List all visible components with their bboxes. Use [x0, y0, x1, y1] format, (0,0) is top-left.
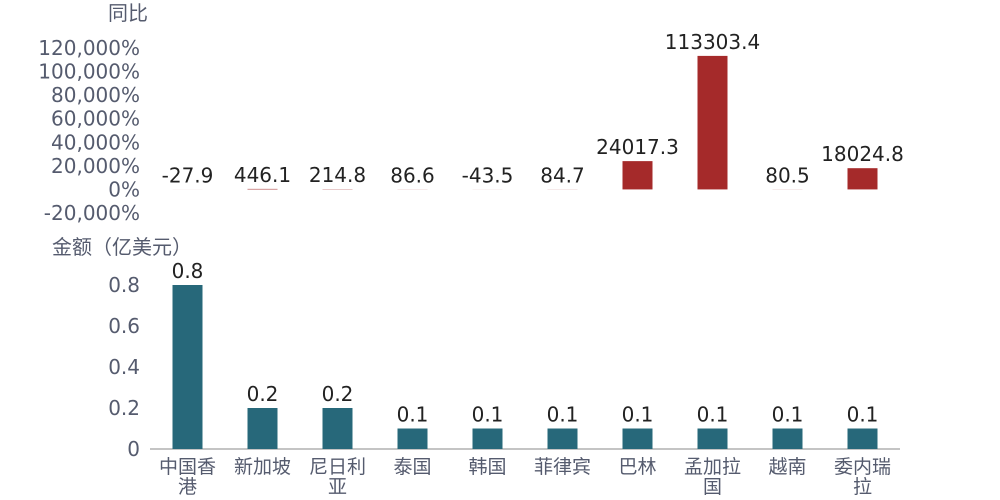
top-y-tick-label: -20,000%	[44, 201, 140, 225]
top-y-tick-label: 20,000%	[51, 154, 140, 178]
bottom-data-label: 0.1	[547, 403, 579, 427]
bottom-bars	[172, 285, 878, 449]
top-data-label: 80.5	[765, 163, 810, 187]
bottom-bar	[322, 408, 353, 449]
top-y-tick-label: 80,000%	[51, 83, 140, 107]
x-category-label: 国	[703, 476, 722, 498]
x-category-label: 泰国	[393, 456, 431, 478]
top-bar	[247, 188, 278, 190]
bottom-bar	[847, 428, 878, 449]
bottom-bar	[247, 408, 278, 449]
x-category-label: 委内瑞	[834, 456, 891, 478]
x-category-label: 新加坡	[234, 456, 291, 478]
top-data-label: 84.7	[540, 163, 585, 187]
top-data-label: 214.8	[309, 163, 366, 187]
bottom-bar	[397, 428, 428, 449]
bottom-data-label: 0.1	[697, 403, 729, 427]
x-category-label: 巴林	[618, 456, 656, 478]
bottom-y-axis: 0 0.2 0.4 0.6 0.8	[108, 273, 140, 461]
top-y-tick-label: 0%	[108, 177, 140, 201]
bottom-data-label: 0.8	[172, 259, 204, 283]
top-bar	[622, 161, 653, 190]
bottom-y-tick-label: 0.6	[108, 314, 140, 338]
bottom-data-label: 0.1	[847, 403, 879, 427]
bottom-bar	[772, 428, 803, 449]
x-category-label: 亚	[328, 476, 347, 498]
top-data-label: 86.6	[390, 163, 435, 187]
amount-panel: 金额（亿美元） 0 0.2 0.4 0.6 0.8 0.8 0.2 0.2 0.1 0.1 0.1…	[52, 235, 900, 498]
top-bars	[172, 55, 878, 190]
bottom-bar	[547, 428, 578, 449]
top-y-axis: -20,000%0%20,000%40,000%60,000%80,000%10…	[38, 36, 140, 225]
bottom-data-label: 0.1	[772, 403, 804, 427]
x-category-label: 拉	[853, 476, 872, 498]
bottom-y-tick-label: 0	[127, 437, 140, 461]
top-data-label: 113303.4	[665, 30, 760, 54]
top-data-label: 24017.3	[596, 135, 679, 159]
top-y-tick-label: 100,000%	[38, 60, 140, 84]
bottom-y-tick-label: 0.2	[108, 396, 140, 420]
bottom-data-label: 0.1	[472, 403, 504, 427]
top-data-labels: -27.9 446.1 214.8 86.6 -43.5 84.7 24017.3 11330…	[162, 30, 904, 188]
top-data-label: 18024.8	[821, 142, 904, 166]
x-category-label: 韩国	[468, 456, 506, 478]
top-y-tick-label: 40,000%	[51, 130, 140, 154]
growth-rate-panel: 同比 -20,000%0%20,000%40,000%60,000%80,000…	[38, 1, 904, 225]
bottom-y-tick-label: 0.8	[108, 273, 140, 297]
top-bar	[697, 55, 728, 190]
top-data-label: -27.9	[162, 163, 214, 187]
bottom-y-axis-title: 金额（亿美元）	[52, 235, 192, 259]
bottom-y-tick-label: 0.4	[108, 355, 140, 379]
bottom-bar	[472, 428, 503, 449]
x-category-label: 中国香	[159, 456, 216, 478]
x-category-label: 菲律宾	[534, 456, 591, 478]
x-category-label: 港	[178, 476, 197, 498]
bottom-data-label: 0.2	[247, 382, 279, 406]
bottom-data-labels: 0.8 0.2 0.2 0.1 0.1 0.1 0.1 0.1 0.1 0.1	[172, 259, 879, 427]
bottom-data-label: 0.1	[622, 403, 654, 427]
top-bar	[847, 168, 878, 190]
top-y-axis-title: 同比	[108, 1, 148, 25]
top-y-tick-label: 60,000%	[51, 107, 140, 131]
bottom-data-label: 0.2	[322, 382, 354, 406]
bottom-data-label: 0.1	[397, 403, 429, 427]
top-data-label: -43.5	[462, 163, 514, 187]
x-category-label: 越南	[768, 456, 806, 478]
bottom-bar	[697, 428, 728, 449]
top-y-tick-label: 120,000%	[38, 36, 140, 60]
bottom-bar	[172, 285, 203, 449]
x-category-label: 尼日利	[309, 456, 366, 478]
bottom-bar	[622, 428, 653, 449]
x-category-label: 孟加拉	[684, 456, 741, 478]
top-data-label: 446.1	[234, 163, 291, 187]
